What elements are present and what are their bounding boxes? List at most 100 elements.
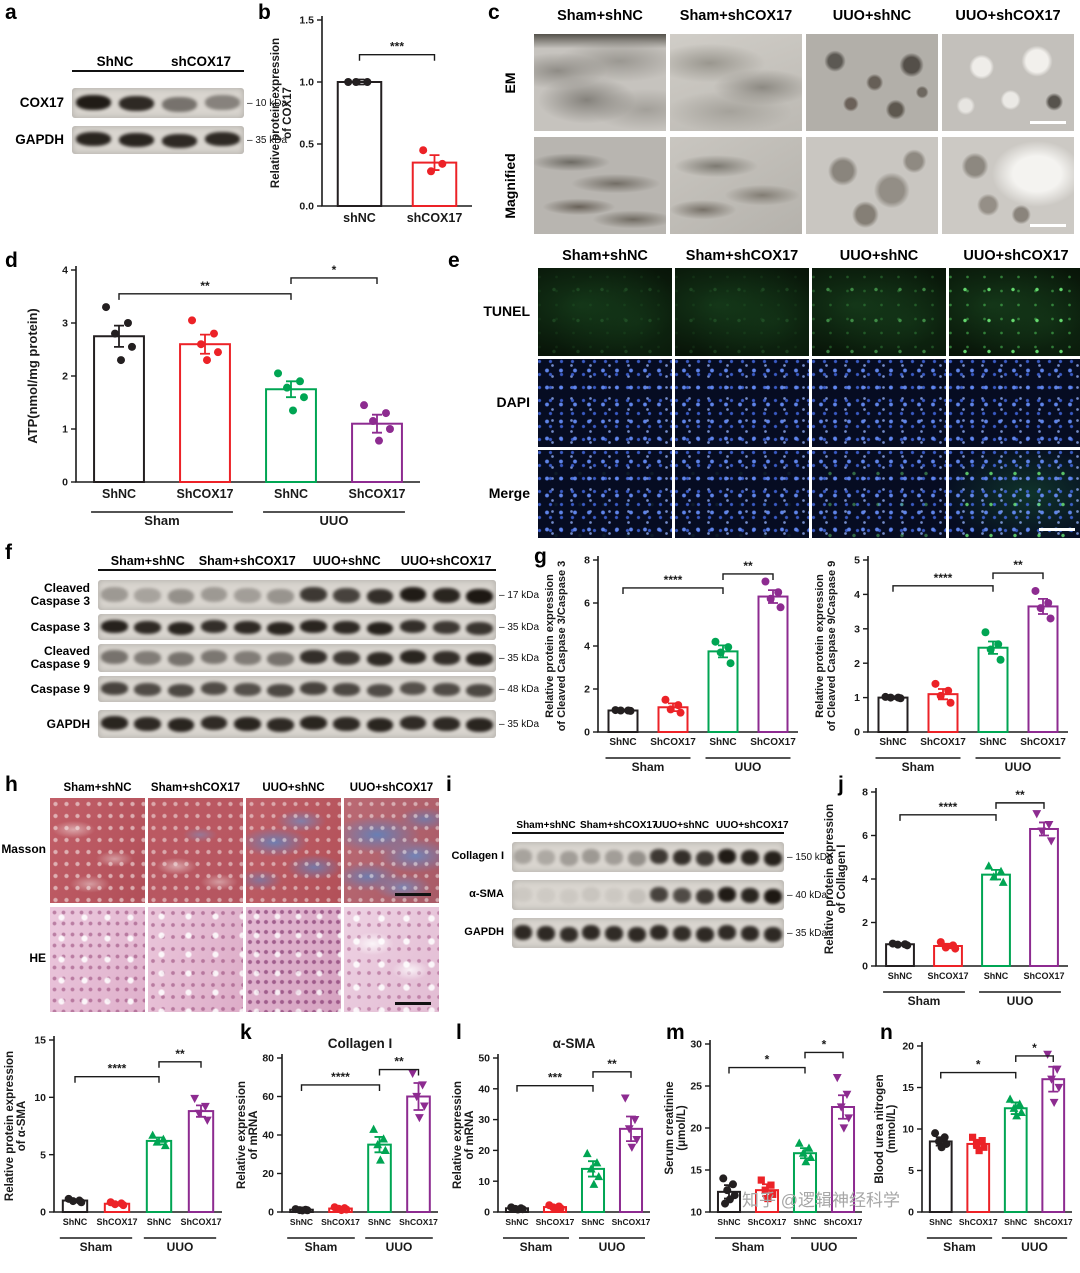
speckle-layer-2 — [675, 359, 809, 447]
data-point — [380, 1145, 390, 1154]
svg-text:0: 0 — [862, 961, 868, 973]
speckle-layer-2 — [812, 268, 946, 356]
svg-text:0: 0 — [854, 727, 860, 739]
blot-band — [559, 926, 578, 942]
data-point — [381, 409, 390, 418]
column-header: UUO+shCOX17 — [955, 8, 1061, 24]
data-point — [726, 659, 735, 668]
data-point — [944, 686, 953, 695]
panel-label-c: c — [488, 1, 500, 24]
blot-band — [559, 888, 578, 904]
svg-text:ShCOX17: ShCOX17 — [321, 1217, 360, 1227]
svg-text:ShNC: ShNC — [102, 487, 136, 501]
data-point — [1012, 1111, 1022, 1120]
blot-kda-label: – 48 kDa — [499, 683, 540, 695]
panel-n-blood-urea-nitrogen: 0 5 10 15 20 Blood urea nitrogen(mmol/L) ShNC S… — [870, 1020, 1080, 1272]
chart-svg-sma-protein: 0 5 10 15 Relative protein expressionof α-SM… — [4, 1035, 222, 1254]
data-point — [213, 348, 222, 357]
significance-bracket — [1015, 1055, 1054, 1062]
panel-label-i: i — [446, 773, 452, 796]
row-label: Merge — [488, 485, 530, 501]
svg-text:Sham: Sham — [943, 1240, 976, 1254]
blot-band — [514, 924, 533, 940]
significance-bracket — [992, 572, 1044, 580]
speckle-layer-2 — [806, 137, 938, 234]
scale-bar — [395, 892, 431, 896]
data-point — [661, 695, 670, 704]
data-point — [761, 1186, 769, 1194]
y-axis-label: Relative protein expressionof COX17 — [270, 38, 294, 188]
chart-svg-blood-urea-nitrogen: 0 5 10 15 20 Blood urea nitrogen(mmol/L) ShNC S… — [874, 1041, 1073, 1254]
data-point — [283, 383, 292, 392]
blot-band — [672, 887, 692, 903]
micro-image-masson-2 — [148, 798, 243, 903]
blot-band — [536, 925, 556, 941]
blot-band — [134, 620, 161, 634]
svg-text:0: 0 — [908, 1207, 914, 1219]
data-point — [801, 1157, 811, 1166]
speckle-layer-2 — [806, 34, 938, 131]
blot-row-label: Caspase 3 — [30, 619, 90, 634]
data-point — [586, 1164, 596, 1173]
data-point — [188, 316, 197, 325]
svg-text:shCOX17: shCOX17 — [407, 211, 463, 225]
data-point — [723, 1186, 732, 1195]
blot-band — [740, 925, 760, 941]
data-point — [69, 1197, 78, 1206]
speckle-layer — [538, 450, 672, 538]
micro-image-em-3 — [806, 34, 938, 131]
data-point — [986, 645, 995, 654]
panel-h-histology: Sham+shNC Sham+shCOX17 UUO+shNC UUO+shCOX17… — [0, 772, 444, 1014]
data-point — [721, 1199, 730, 1208]
data-point — [1043, 1050, 1052, 1059]
blot-band — [366, 718, 394, 732]
svg-text:0.5: 0.5 — [299, 139, 314, 151]
blot-band — [134, 717, 161, 731]
data-point — [158, 1134, 168, 1143]
svg-text:6: 6 — [862, 830, 868, 842]
svg-text:ShNC: ShNC — [717, 1217, 740, 1227]
svg-text:****: **** — [934, 571, 953, 585]
speckle-layer-2 — [246, 907, 341, 1012]
svg-text:ShCOX17: ShCOX17 — [750, 737, 796, 748]
svg-text:20: 20 — [690, 1123, 702, 1135]
data-point — [202, 1116, 212, 1125]
svg-text:50: 50 — [478, 1053, 490, 1065]
svg-text:30: 30 — [690, 1039, 702, 1051]
panel-asma-protein-quantification: 0 5 10 15 Relative protein expressionof α-SM… — [0, 1024, 230, 1272]
svg-text:1: 1 — [62, 424, 68, 436]
micro-image-he-1 — [50, 907, 145, 1012]
svg-text:4: 4 — [862, 874, 868, 886]
significance-bracket — [516, 1085, 594, 1092]
svg-text:4: 4 — [62, 265, 68, 277]
blot-group-header: UUO+shNC — [648, 820, 716, 834]
blot-band — [672, 849, 692, 865]
blot-kda-label: – 35 kDa — [787, 927, 828, 939]
blot-group-header: UUO+shNC — [297, 554, 397, 571]
svg-text:Sham: Sham — [144, 513, 179, 528]
svg-text:2: 2 — [854, 658, 860, 670]
blot-band — [399, 619, 427, 633]
blot-band — [432, 682, 460, 696]
svg-text:UUO: UUO — [1021, 1240, 1048, 1254]
chart-blood-urea-nitrogen: 0 5 10 15 20 Blood urea nitrogen(mmol/L) ShNC S… — [872, 1028, 1078, 1273]
blot-strip — [512, 918, 784, 948]
blot-strip — [98, 644, 496, 672]
y-axis-label: ATP(nmol/mg protein) — [25, 308, 40, 444]
data-point — [412, 1092, 422, 1102]
chart-atp: 0 1 2 3 4 ATP(nmol/mg protein) ShNC ShCOX17 ShNC… — [20, 252, 436, 547]
micro-image-he-4 — [344, 907, 439, 1012]
svg-text:ShNC: ShNC — [63, 1217, 88, 1227]
svg-text:2: 2 — [62, 371, 68, 383]
speckle-layer — [812, 359, 946, 447]
blot-band — [627, 888, 646, 904]
blot-row-label: Collagen I — [451, 850, 504, 863]
data-point — [209, 329, 218, 338]
blot-band — [134, 587, 161, 603]
panel-label-g: g — [534, 545, 547, 568]
column-header: Sham+shCOX17 — [685, 248, 799, 264]
svg-text:8: 8 — [862, 787, 868, 799]
blot-band — [432, 717, 460, 731]
blot-band — [399, 650, 427, 664]
data-point — [77, 1198, 86, 1207]
